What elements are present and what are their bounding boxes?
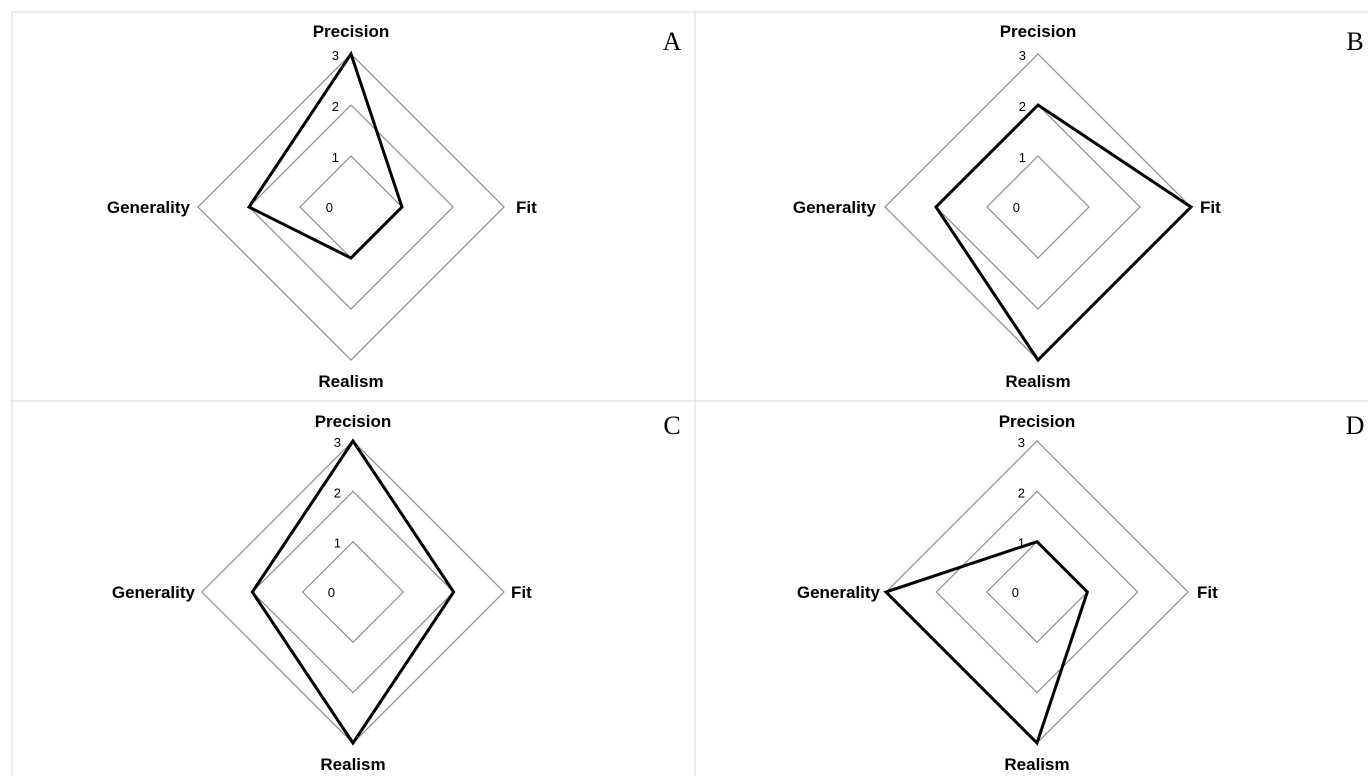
tick-label: 1 xyxy=(332,150,339,165)
tick-label: 0 xyxy=(1012,585,1019,600)
grid-ring-1 xyxy=(985,540,1089,644)
tick-label: 1 xyxy=(1019,150,1026,165)
radar-panel-b: 0 1 2 3 Precision Fit Realism Generality B xyxy=(793,22,1364,391)
tick-label: 1 xyxy=(334,536,341,551)
grid-ring-3 xyxy=(201,440,505,744)
grid-ring-3 xyxy=(884,53,1192,361)
radar-panel-c: 0 1 2 3 Precision Fit Realism Generality C xyxy=(112,411,681,774)
tick-label: 2 xyxy=(1018,485,1025,500)
tick-label: 0 xyxy=(328,585,335,600)
data-series-polygon xyxy=(250,438,456,746)
grid-ring-1 xyxy=(986,155,1090,259)
axis-label-precision: Precision xyxy=(313,22,390,41)
tick-label: 1 xyxy=(1018,536,1025,551)
axis-label-realism: Realism xyxy=(1004,755,1069,774)
axis-label-fit: Fit xyxy=(1197,583,1218,602)
panel-letter: D xyxy=(1346,411,1365,440)
tick-label: 0 xyxy=(1013,200,1020,215)
radar-panel-a: 0 1 2 3 Precision Fit Realism Generality A xyxy=(107,22,682,391)
axis-label-realism: Realism xyxy=(320,755,385,774)
tick-label: 2 xyxy=(332,99,339,114)
grid-ring-3 xyxy=(197,53,505,361)
panel-letter: A xyxy=(663,27,682,56)
tick-label: 3 xyxy=(334,435,341,450)
radar-panel-d: 0 1 2 3 Precision Fit Realism Generality D xyxy=(797,411,1365,774)
axis-label-generality: Generality xyxy=(112,583,196,602)
chart-panels: 0 1 2 3 Precision Fit Realism Generality A 0 1 2 3 Pr… xyxy=(107,22,1365,774)
tick-label: 0 xyxy=(326,200,333,215)
tick-label: 3 xyxy=(332,48,339,63)
axis-label-realism: Realism xyxy=(1005,372,1070,391)
panel-borders xyxy=(11,11,1368,776)
tick-label: 2 xyxy=(1019,99,1026,114)
grid-ring-2 xyxy=(935,490,1139,694)
axis-label-realism: Realism xyxy=(318,372,383,391)
tick-label: 3 xyxy=(1018,435,1025,450)
axis-label-fit: Fit xyxy=(511,583,532,602)
tick-label: 2 xyxy=(334,485,341,500)
axis-label-precision: Precision xyxy=(999,412,1076,431)
panel-letter: C xyxy=(663,411,680,440)
axis-label-generality: Generality xyxy=(793,198,877,217)
grid-ring-1 xyxy=(301,540,405,644)
axis-label-fit: Fit xyxy=(1200,198,1221,217)
grid-ring-2 xyxy=(251,490,455,694)
axis-label-precision: Precision xyxy=(1000,22,1077,41)
axis-label-fit: Fit xyxy=(516,198,537,217)
data-series-polygon xyxy=(246,50,404,260)
grid-ring-2 xyxy=(935,104,1141,310)
tick-label: 3 xyxy=(1019,48,1026,63)
axis-label-generality: Generality xyxy=(797,583,881,602)
grid-ring-2 xyxy=(248,104,454,310)
grid-ring-3 xyxy=(885,440,1189,744)
axis-label-generality: Generality xyxy=(107,198,191,217)
grid-ring-1 xyxy=(299,155,403,259)
panel-letter: B xyxy=(1346,27,1363,56)
axis-label-precision: Precision xyxy=(315,412,392,431)
